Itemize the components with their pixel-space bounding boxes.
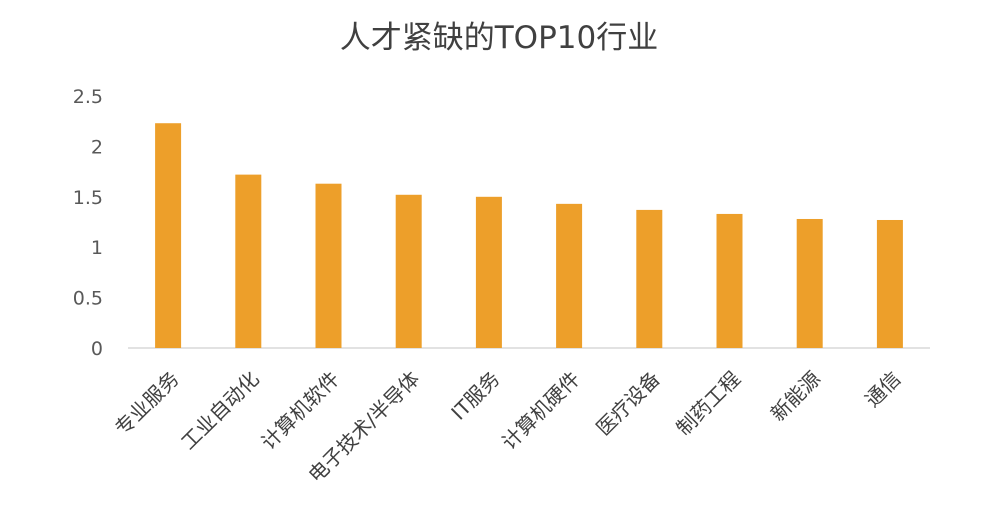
y-tick-label: 1 (91, 237, 103, 259)
bar (315, 183, 342, 348)
x-tick-label: 计算机硬件 (497, 367, 585, 455)
bar (235, 174, 262, 348)
x-tick-label: 工业自动化 (176, 367, 264, 455)
x-tick-label: IT服务 (446, 367, 504, 425)
bar (716, 213, 743, 348)
bar (395, 194, 422, 348)
x-tick-label: 医疗设备 (591, 367, 665, 441)
x-tick-label: 计算机软件 (256, 367, 344, 455)
y-tick-label: 1.5 (73, 187, 103, 209)
bar (155, 123, 182, 348)
y-tick-label: 2.5 (73, 86, 103, 108)
x-tick-label: 制药工程 (671, 367, 745, 441)
x-tick-label: 专业服务 (110, 367, 184, 441)
x-tick-label: 通信 (860, 367, 905, 412)
y-tick-label: 2 (91, 136, 103, 158)
bar (556, 203, 583, 348)
bar (876, 219, 903, 348)
bar (475, 196, 502, 348)
bar (796, 218, 823, 348)
y-tick-label: 0.5 (73, 288, 103, 310)
chart-title: 人才紧缺的TOP10行业 (339, 20, 659, 56)
y-tick-label: 0 (91, 338, 103, 360)
x-tick-label: 新能源 (766, 367, 825, 426)
bar (636, 209, 663, 348)
